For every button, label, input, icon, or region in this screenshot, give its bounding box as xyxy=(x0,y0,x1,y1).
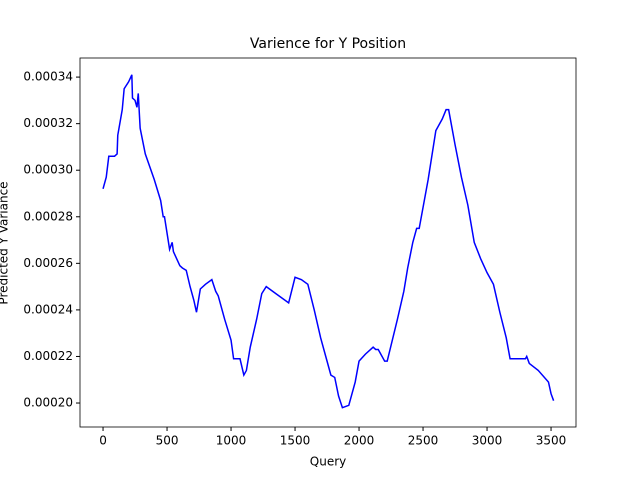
chart-title: Varience for Y Position xyxy=(250,36,406,52)
y-tick-label: 0.00024 xyxy=(23,302,73,316)
x-tick-label: 1000 xyxy=(216,434,247,448)
y-tick-label: 0.00028 xyxy=(23,209,73,223)
x-tick-label: 1500 xyxy=(280,434,311,448)
y-axis-label: Predicted Y Variance xyxy=(0,181,11,304)
y-tick-label: 0.00030 xyxy=(23,163,73,177)
y-tick-label: 0.00026 xyxy=(23,256,73,270)
x-tick-label: 2000 xyxy=(344,434,375,448)
y-tick-label: 0.00020 xyxy=(23,396,73,410)
x-tick-label: 3000 xyxy=(472,434,503,448)
x-tick-label: 500 xyxy=(156,434,179,448)
plot-frame xyxy=(79,57,577,428)
y-tick-label: 0.00034 xyxy=(23,70,73,84)
x-tick-label: 3500 xyxy=(536,434,567,448)
data-line xyxy=(102,74,555,409)
x-axis-label: Query xyxy=(310,455,346,469)
y-tick-label: 0.00032 xyxy=(23,116,73,130)
x-tick-label: 0 xyxy=(99,434,107,448)
x-tick-label: 2500 xyxy=(408,434,439,448)
y-tick-label: 0.00022 xyxy=(23,349,73,363)
